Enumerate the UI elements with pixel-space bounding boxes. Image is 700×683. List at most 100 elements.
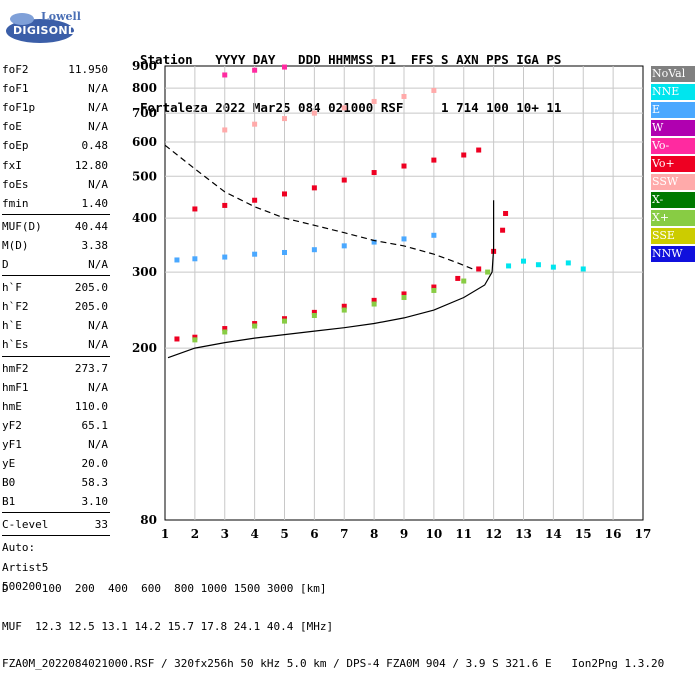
param-separator (2, 535, 110, 537)
echo-point (565, 260, 571, 266)
y-tick-label: 600 (132, 135, 157, 149)
echo-point (521, 258, 526, 264)
echo-point (500, 227, 506, 233)
param-label: M(D) (2, 238, 29, 252)
echo-point (503, 210, 509, 216)
echo-points (174, 64, 586, 343)
param-row: fmin 1.40 (2, 194, 108, 213)
echo-point (401, 93, 407, 99)
param-label: h`F2 (2, 300, 29, 314)
echo-point (174, 336, 180, 342)
param-row: Artist5 (2, 558, 108, 577)
param-row: yF1 N/A (2, 435, 108, 454)
echo-point (476, 147, 482, 153)
param-value: 40.44 (74, 219, 108, 233)
param-label: yF2 (2, 418, 22, 432)
echo-point (371, 301, 377, 307)
param-label: hmF2 (2, 361, 29, 375)
echo-point (341, 177, 347, 183)
logo-lowell-text: Lowell (41, 10, 81, 23)
legend-item: SSE (651, 228, 695, 244)
param-label: h`E (2, 319, 22, 333)
param-value: N/A (88, 437, 108, 451)
echo-point (311, 309, 317, 315)
param-value: N/A (88, 319, 108, 333)
param-label: fxI (2, 158, 22, 172)
echo-point (485, 269, 491, 275)
param-label: hmF1 (2, 380, 29, 394)
echo-point (282, 249, 287, 255)
param-value: N/A (88, 120, 108, 134)
param-row: B1 3.10 (2, 492, 108, 511)
y-tick-label: 800 (132, 81, 157, 95)
param-label: foE (2, 120, 22, 134)
x-tick-label: 1 (161, 527, 169, 541)
param-value: 33 (94, 518, 108, 532)
profile-curve (167, 200, 495, 359)
ionogram-chart: 1 2 3 4 5 6 7 8 9 10 11 12 13 14 15 16 17 80200300400500… (132, 59, 652, 541)
echo-point (431, 232, 437, 238)
x-tick-label: 13 (515, 527, 532, 541)
x-tick-labels: 1 2 3 4 5 6 7 8 9 10 11 12 13 14 15 16 17 (161, 527, 652, 541)
y-tick-label: 500 (132, 169, 157, 183)
param-row: h`E N/A (2, 316, 108, 335)
header-values: Fortaleza 2022 Mar25 084 021000 RSF 1 71… (140, 100, 562, 115)
echo-point (192, 337, 198, 343)
echo-point (311, 312, 317, 318)
param-row: foE N/A (2, 117, 108, 136)
x-tick-label: 3 (221, 527, 229, 541)
param-label: fmin (2, 196, 29, 210)
echo-point (455, 275, 461, 281)
echo-point (550, 264, 556, 270)
param-value: 3.10 (81, 495, 109, 509)
x-tick-label: 14 (545, 527, 562, 541)
x-tick-label: 7 (340, 527, 348, 541)
legend-item: E (651, 102, 695, 118)
echo-point (431, 284, 437, 290)
param-row: foEp 0.48 (2, 136, 108, 155)
param-separator (2, 275, 110, 277)
param-value: 273.7 (74, 361, 108, 375)
echo-point (252, 323, 258, 329)
x-tick-label: 10 (426, 527, 443, 541)
logo-arc (10, 13, 34, 25)
param-label: foF2 (2, 63, 29, 76)
y-tick-labels: 80 200 300 400 500 600 700 800 900 (132, 59, 157, 527)
param-row: MUF(D) 40.44 (2, 217, 108, 236)
echo-point (341, 105, 347, 111)
echo-point (371, 170, 377, 176)
legend-item: SSW (651, 174, 695, 190)
x-tick-label: 16 (605, 527, 622, 541)
echo-point (282, 191, 287, 197)
y-tick-label: 400 (132, 211, 157, 225)
digisonde-logo: Lowell DIGISONDE (0, 0, 120, 50)
param-label: Artist5 (2, 560, 49, 574)
x-tick-label: 2 (191, 527, 199, 541)
echo-point (341, 243, 347, 249)
echo-point (461, 278, 467, 284)
param-separator (2, 355, 110, 357)
param-row: yE 20.0 (2, 454, 108, 473)
echo-point (535, 262, 541, 268)
echo-point (371, 98, 377, 104)
echo-point (282, 64, 287, 70)
legend-item: Vo- (651, 138, 695, 154)
param-label: yF1 (2, 437, 22, 451)
y-tick-label: 300 (132, 265, 157, 279)
param-separator (2, 512, 110, 514)
param-row: Auto: (2, 538, 108, 557)
echo-point (371, 297, 377, 303)
x-tick-label: 6 (310, 527, 318, 541)
param-row: h`Es N/A (2, 335, 108, 354)
echo-point (222, 254, 228, 260)
echo-point (461, 152, 467, 158)
x-tick-label: 15 (575, 527, 592, 541)
echo-point (252, 251, 258, 257)
param-label: hmE (2, 399, 22, 413)
echo-point (311, 247, 317, 253)
param-label: yE (2, 457, 16, 470)
param-label: MUF(D) (2, 219, 42, 233)
echo-point (401, 163, 407, 169)
x-tick-label: 9 (400, 527, 408, 541)
param-value: N/A (88, 177, 108, 191)
